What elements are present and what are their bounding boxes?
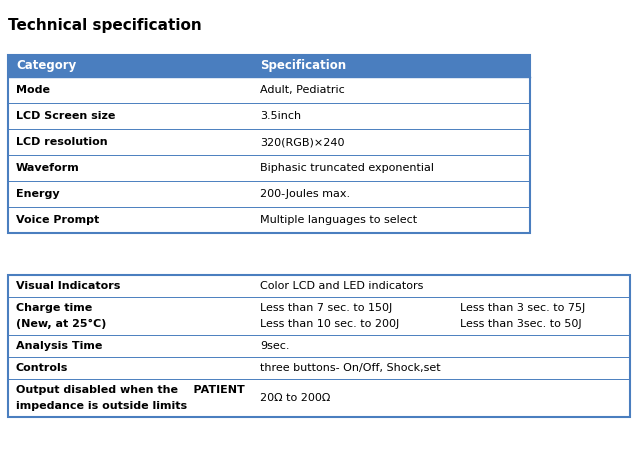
Text: LCD Screen size: LCD Screen size <box>16 111 115 121</box>
Text: LCD resolution: LCD resolution <box>16 137 108 147</box>
Bar <box>8 55 530 233</box>
Bar <box>8 275 630 417</box>
Text: 200-Joules max.: 200-Joules max. <box>260 189 350 199</box>
Text: Waveform: Waveform <box>16 163 80 173</box>
Text: Less than 10 sec. to 200J: Less than 10 sec. to 200J <box>260 319 399 329</box>
Text: 320(RGB)×240: 320(RGB)×240 <box>260 137 345 147</box>
Text: three buttons- On/Off, Shock,set: three buttons- On/Off, Shock,set <box>260 363 440 373</box>
Text: Specification: Specification <box>260 60 346 72</box>
Text: Output disabled when the    PATIENT: Output disabled when the PATIENT <box>16 385 245 394</box>
Text: Less than 7 sec. to 150J: Less than 7 sec. to 150J <box>260 303 392 313</box>
Text: 9sec.: 9sec. <box>260 341 290 351</box>
Text: Analysis Time: Analysis Time <box>16 341 102 351</box>
Text: Color LCD and LED indicators: Color LCD and LED indicators <box>260 281 423 291</box>
Text: Mode: Mode <box>16 85 50 95</box>
Text: Energy: Energy <box>16 189 60 199</box>
Bar <box>8 55 530 77</box>
Text: Adult, Pediatric: Adult, Pediatric <box>260 85 345 95</box>
Text: Controls: Controls <box>16 363 68 373</box>
Text: Voice Prompt: Voice Prompt <box>16 215 99 225</box>
Text: (New, at 25°C): (New, at 25°C) <box>16 319 106 329</box>
Text: Charge time: Charge time <box>16 303 92 313</box>
Text: Multiple languages to select: Multiple languages to select <box>260 215 417 225</box>
Text: impedance is outside limits: impedance is outside limits <box>16 402 187 412</box>
Text: Category: Category <box>16 60 76 72</box>
Text: Visual Indicators: Visual Indicators <box>16 281 120 291</box>
Text: 20Ω to 200Ω: 20Ω to 200Ω <box>260 393 330 403</box>
Text: Less than 3 sec. to 75J: Less than 3 sec. to 75J <box>460 303 585 313</box>
Text: Less than 3sec. to 50J: Less than 3sec. to 50J <box>460 319 582 329</box>
Text: 3.5inch: 3.5inch <box>260 111 301 121</box>
Text: Technical specification: Technical specification <box>8 18 202 33</box>
Text: Biphasic truncated exponential: Biphasic truncated exponential <box>260 163 434 173</box>
